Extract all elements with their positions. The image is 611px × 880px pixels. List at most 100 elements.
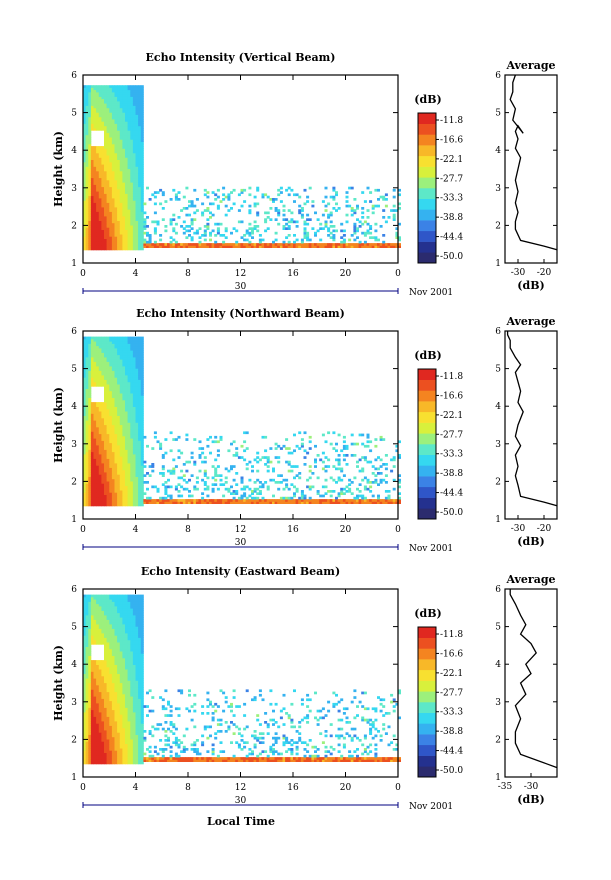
heatmap-cell [104, 94, 107, 97]
heatmap-cell [86, 689, 89, 692]
heatmap-cell [91, 366, 94, 369]
heatmap-cell [361, 479, 364, 482]
heatmap-cell [325, 470, 328, 473]
heatmap-cell [130, 216, 133, 219]
heatmap-cell [374, 474, 377, 477]
heatmap-cell [322, 468, 325, 471]
heatmap-cell [99, 362, 102, 365]
heatmap-cell [120, 216, 123, 219]
heatmap-cell [138, 418, 141, 421]
heatmap-cell [122, 380, 125, 383]
heatmap-cell [369, 440, 372, 443]
heatmap-cell [125, 236, 128, 239]
heatmap-cell [88, 103, 91, 106]
heatmap-cell [107, 359, 110, 362]
heatmap-cell [94, 422, 97, 425]
heatmap-cell [122, 130, 125, 133]
heatmap-cell [96, 106, 99, 109]
heatmap-cell [170, 198, 173, 201]
heatmap-cell [359, 225, 362, 228]
heatmap-cell [201, 447, 204, 450]
heatmap-cell [99, 166, 102, 169]
heatmap-cell [86, 613, 89, 616]
heatmap-cell [86, 595, 89, 598]
heatmap-cell [115, 196, 118, 199]
heatmap-cell [112, 223, 115, 226]
heatmap-cell [159, 472, 162, 475]
heatmap-cell [117, 175, 120, 178]
heatmap-cell [122, 151, 125, 154]
heatmap-cell [343, 488, 346, 491]
heatmap-cell [88, 151, 91, 154]
heatmap-cell [141, 94, 144, 97]
heatmap-cell [109, 386, 112, 389]
heatmap-cell [88, 418, 91, 421]
heatmap-cell [162, 499, 165, 502]
heatmap-cell [130, 375, 133, 378]
heatmap-cell [120, 362, 123, 365]
heatmap-cell [254, 499, 257, 502]
heatmap-cell [117, 346, 120, 349]
heatmap-cell [332, 225, 335, 228]
heatmap-cell [86, 398, 89, 401]
heatmap-cell [88, 94, 91, 97]
heatmap-cell [94, 103, 97, 106]
heatmap-cell [217, 488, 220, 491]
heatmap-cell [322, 227, 325, 230]
heatmap-cell [393, 488, 396, 491]
heatmap-cell [128, 488, 131, 491]
heatmap-cell [380, 196, 383, 199]
heatmap-cell [101, 90, 104, 93]
heatmap-cell [141, 452, 144, 455]
heatmap-cell [120, 106, 123, 109]
heatmap-cell [122, 431, 125, 434]
heatmap-cell [385, 193, 388, 196]
heatmap-cell [112, 391, 115, 394]
heatmap-cell [209, 212, 212, 215]
heatmap-cell [88, 115, 91, 118]
heatmap-cell [222, 243, 225, 246]
heatmap-cell [112, 106, 115, 109]
heatmap-cell [104, 151, 107, 154]
heatmap-cell [353, 227, 356, 230]
heatmap-cell [107, 135, 110, 138]
heatmap-cell [285, 243, 288, 246]
heatmap-cell [128, 248, 131, 251]
heatmap-cell [88, 146, 91, 149]
heatmap-cell [170, 470, 173, 473]
heatmap-cell [335, 443, 338, 446]
heatmap-cell [327, 234, 330, 237]
heatmap-cell [201, 212, 204, 215]
heatmap-cell [109, 452, 112, 455]
heatmap-cell [117, 187, 120, 190]
heatmap-cell [96, 339, 99, 342]
heatmap-cell [141, 398, 144, 401]
heatmap-cell [332, 243, 335, 246]
heatmap-cell [141, 182, 144, 185]
heatmap-cell [86, 341, 89, 344]
heatmap-cell [117, 218, 120, 221]
heatmap-cell [364, 445, 367, 448]
heatmap-cell [217, 440, 220, 443]
heatmap-cell [109, 218, 112, 221]
heatmap-cell [128, 359, 131, 362]
heatmap-cell [128, 375, 131, 378]
heatmap-cell [193, 218, 196, 221]
heatmap-cell [136, 418, 139, 421]
heatmap-cell [288, 447, 291, 450]
heatmap-cell [369, 225, 372, 228]
heatmap-cell [88, 422, 91, 425]
heatmap-cell [222, 495, 225, 498]
heatmap-cell [185, 488, 188, 491]
heatmap-cell [91, 236, 94, 239]
heatmap-cell [141, 380, 144, 383]
heatmap-cell [130, 492, 133, 495]
heatmap-cell [88, 155, 91, 158]
heatmap-cell [133, 341, 136, 344]
heatmap-cell [283, 488, 286, 491]
heatmap-cell [138, 371, 141, 374]
heatmap-cell [136, 103, 139, 106]
heatmap-cell [136, 182, 139, 185]
heatmap-cell [88, 386, 91, 389]
heatmap-cell [138, 386, 141, 389]
